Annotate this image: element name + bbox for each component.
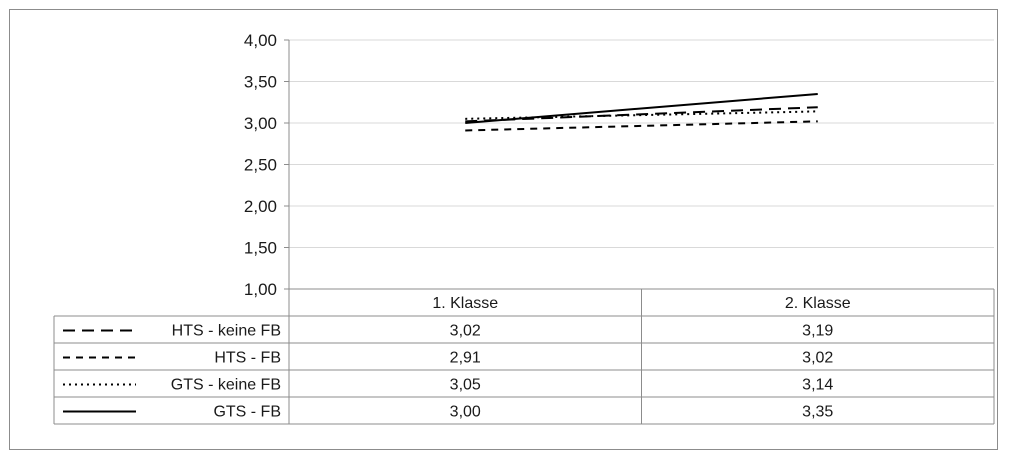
series-lines <box>465 92 818 132</box>
y-tick-label: 3,00 <box>244 114 277 133</box>
y-axis-ticks: 1,00 1,50 2,00 2,50 3,00 3,50 4,00 <box>244 31 290 299</box>
series-line-2 <box>465 120 818 132</box>
y-tick-label: 2,00 <box>244 197 277 216</box>
y-tick-label: 4,00 <box>244 31 277 50</box>
y-tick-label: 1,00 <box>244 280 277 299</box>
data-label: 3,35 <box>802 404 833 421</box>
series-line-4 <box>465 92 818 124</box>
data-label: 3,14 <box>802 377 833 394</box>
gridlines <box>289 39 994 248</box>
data-label: 3,02 <box>450 323 481 340</box>
data-table: 1. Klasse 2. Klasse HTS - keine FB 3,02 3,19… <box>53 288 995 425</box>
category-label: 2. Klasse <box>785 295 851 312</box>
legend-series-name: GTS - FB <box>213 404 281 421</box>
legend-series-name: HTS - keine FB <box>172 323 281 340</box>
data-label: 2,91 <box>450 350 481 367</box>
legend-series-name: GTS - keine FB <box>171 377 281 394</box>
y-tick-label: 2,50 <box>244 156 277 175</box>
data-label: 3,02 <box>802 350 833 367</box>
chart-frame: 1,00 1,50 2,00 2,50 3,00 3,50 4,00 1. Klasse 2.… <box>9 9 998 450</box>
legend-series-name: HTS - FB <box>214 350 281 367</box>
data-label: 3,00 <box>450 404 481 421</box>
line-chart-with-data-table: 1,00 1,50 2,00 2,50 3,00 3,50 4,00 1. Klasse 2.… <box>53 31 995 425</box>
data-label: 3,19 <box>802 323 833 340</box>
y-tick-label: 3,50 <box>244 73 277 92</box>
y-tick-label: 1,50 <box>244 239 277 258</box>
data-label: 3,05 <box>450 377 481 394</box>
category-label: 1. Klasse <box>432 295 498 312</box>
